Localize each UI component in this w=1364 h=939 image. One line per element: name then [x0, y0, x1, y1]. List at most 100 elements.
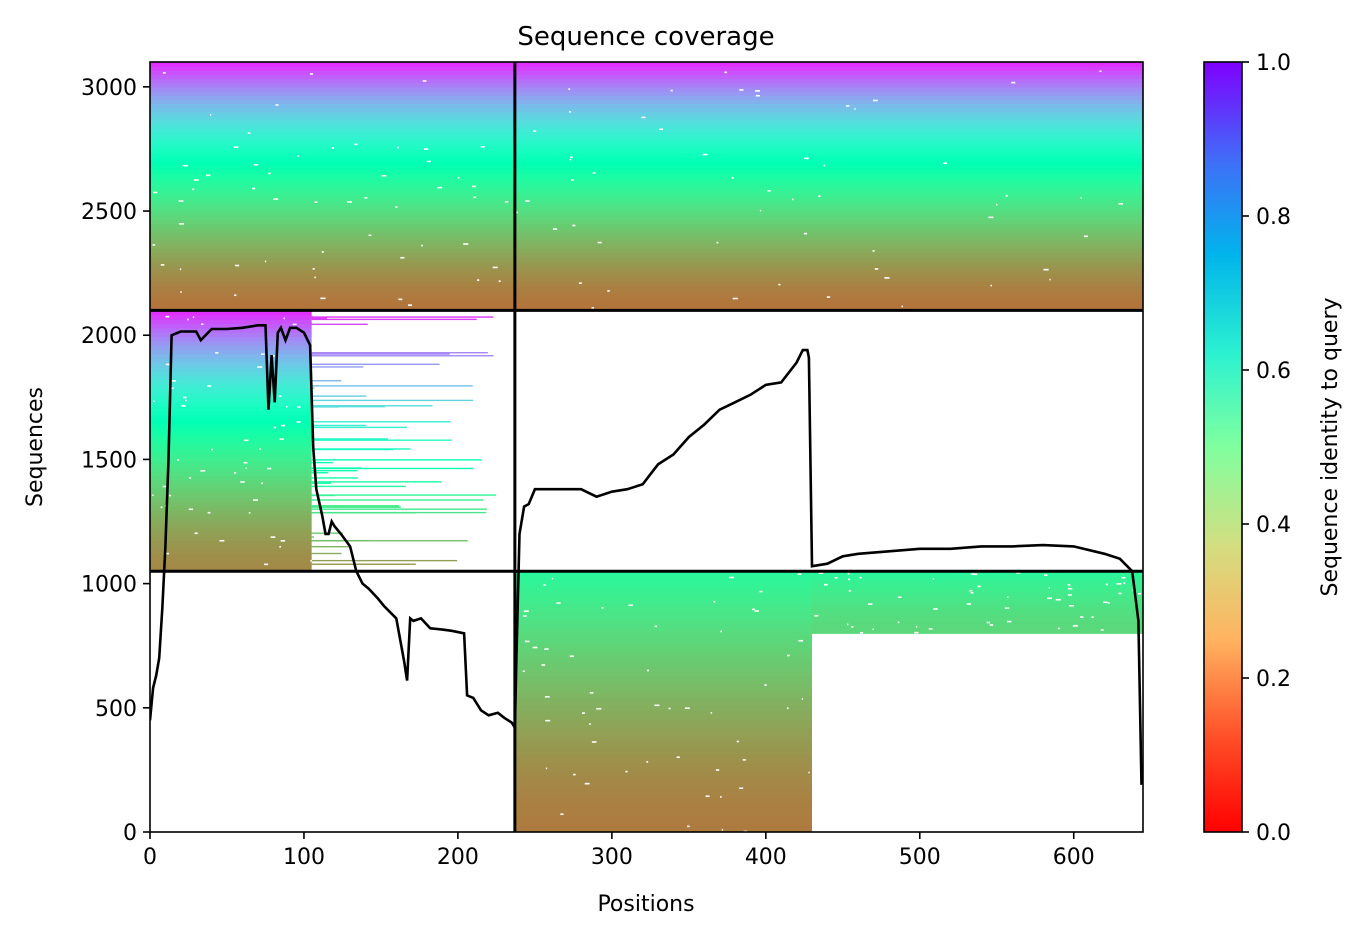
coverage-band [812, 577, 1143, 580]
coverage-gap [160, 264, 165, 266]
coverage-gap [818, 572, 824, 574]
coverage-band [514, 575, 812, 581]
coverage-band [150, 186, 515, 191]
coverage-gap [260, 353, 265, 355]
coverage-band [812, 579, 1143, 582]
coverage-block [514, 571, 812, 832]
coverage-gap [533, 130, 537, 132]
coverage-gap [572, 224, 576, 227]
coverage-band [514, 256, 1143, 262]
coverage-gap [297, 155, 299, 157]
coverage-band [150, 410, 312, 416]
coverage-streak [311, 508, 487, 510]
coverage-band [150, 182, 515, 187]
coverage-gap [314, 276, 316, 279]
coverage-gap [801, 698, 804, 700]
coverage-gap [283, 317, 285, 320]
coverage-gap [1121, 576, 1126, 579]
coverage-gap [407, 304, 412, 306]
coverage-band [150, 492, 312, 498]
coverage-gap [739, 89, 744, 91]
coverage-streak [311, 472, 329, 474]
coverage-gap [162, 72, 166, 74]
coverage-band [150, 462, 312, 468]
coverage-gap [280, 540, 286, 542]
coverage-band [812, 581, 1143, 584]
coverage-band [514, 66, 1143, 71]
coverage-band [514, 818, 812, 824]
coverage-gap [670, 89, 673, 92]
coverage-gap [720, 630, 723, 633]
coverage-band [150, 153, 515, 158]
coverage-band [514, 662, 812, 668]
coverage-band [150, 327, 312, 333]
coverage-gap [504, 201, 509, 203]
coverage-gap [234, 294, 237, 297]
coverage-gap [1080, 197, 1082, 199]
coverage-gap [364, 197, 368, 199]
coverage-gap [754, 610, 759, 612]
coverage-band [812, 587, 1143, 590]
coverage-band [150, 260, 515, 266]
coverage-gap [846, 105, 850, 107]
coverage-gap [628, 604, 633, 607]
coverage-band [514, 186, 1143, 191]
coverage-streak [311, 424, 367, 427]
coverage-gap [270, 536, 276, 538]
coverage-band [150, 436, 312, 442]
coverage-band [514, 306, 1143, 311]
coverage-band [514, 227, 1143, 233]
coverage-streak [311, 448, 411, 450]
coverage-block [812, 571, 1143, 634]
coverage-gap [381, 174, 387, 177]
coverage-band [514, 775, 812, 781]
coverage-band [514, 814, 812, 820]
coverage-gap [834, 577, 838, 579]
coverage-gap [759, 209, 762, 212]
coverage-band [514, 745, 812, 751]
plot-frame [149, 61, 1144, 833]
coverage-band [514, 115, 1143, 121]
coverage-gap [847, 572, 850, 575]
coverage-band [514, 124, 1143, 129]
coverage-gap [544, 696, 550, 698]
coverage-gap [171, 387, 174, 390]
x-tick-label: 100 [283, 845, 325, 870]
coverage-gap [826, 296, 831, 298]
coverage-gap [988, 216, 994, 219]
coverage-streak [311, 366, 364, 368]
coverage-band [150, 479, 312, 485]
coverage-gap [275, 104, 279, 106]
coverage-band [812, 600, 1143, 602]
coverage-band [812, 610, 1143, 613]
coverage-band [514, 107, 1143, 113]
coverage-gap [641, 116, 646, 119]
coverage-band [150, 371, 312, 377]
coverage-gap [808, 771, 810, 774]
coverage-gap [1011, 81, 1016, 84]
y-tick-label: 1500 [81, 448, 137, 473]
coverage-gap [659, 128, 663, 131]
coverage-band [812, 613, 1143, 616]
coverage-gap [1048, 587, 1050, 589]
coverage-band [514, 771, 812, 777]
coverage-band [150, 319, 312, 325]
coverage-band [150, 78, 515, 84]
coverage-gap [182, 164, 188, 167]
coverage-band [150, 406, 312, 411]
coverage-gap [193, 179, 199, 181]
colorbar-label: Sequence identity to query [1318, 297, 1343, 596]
coverage-band [514, 82, 1143, 88]
coverage-gap [498, 280, 501, 282]
coverage-gap [1044, 574, 1048, 576]
coverage-gap [544, 648, 549, 650]
coverage-band [514, 165, 1143, 171]
coverage-band [514, 182, 1143, 187]
coverage-band [514, 614, 812, 620]
coverage-gap [625, 770, 628, 773]
coverage-gap [179, 268, 182, 271]
coverage-gap [560, 813, 564, 816]
coverage-band [150, 302, 515, 307]
coverage-gap [551, 577, 554, 580]
coverage-gap [755, 90, 760, 92]
